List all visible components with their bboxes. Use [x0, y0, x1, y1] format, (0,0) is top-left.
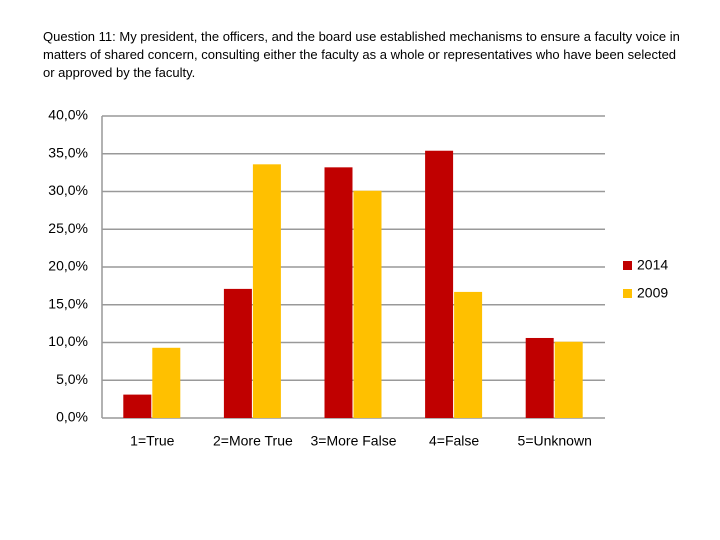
x-tick-label: 3=More False	[311, 433, 397, 449]
bar	[353, 190, 382, 418]
legend-swatch	[623, 289, 632, 298]
x-tick-label: 4=False	[429, 433, 479, 449]
y-tick-label: 10,0%	[48, 333, 88, 349]
bar	[252, 164, 281, 418]
legend-label: 2009	[637, 285, 668, 301]
bar	[554, 341, 583, 418]
legend-label: 2014	[637, 257, 668, 273]
bar	[425, 150, 454, 419]
y-tick-label: 15,0%	[48, 295, 88, 311]
y-tick-label: 20,0%	[48, 258, 88, 274]
y-tick-label: 0,0%	[56, 409, 88, 425]
chart-title: Question 11: My president, the officers,…	[43, 29, 680, 80]
y-tick-label: 25,0%	[48, 220, 88, 236]
bar	[525, 337, 554, 418]
bar	[123, 394, 152, 418]
y-tick-label: 35,0%	[48, 144, 88, 160]
y-tick-label: 40,0%	[48, 107, 88, 123]
legend-swatch	[623, 261, 632, 270]
y-tick-label: 30,0%	[48, 182, 88, 198]
y-tick-label: 5,0%	[56, 371, 88, 387]
x-tick-label: 2=More True	[213, 433, 293, 449]
x-tick-label: 1=True	[130, 433, 174, 449]
bar	[454, 291, 483, 418]
bar	[223, 288, 252, 418]
bar	[152, 347, 181, 418]
x-tick-label: 5=Unknown	[518, 433, 592, 449]
bar	[324, 167, 353, 418]
